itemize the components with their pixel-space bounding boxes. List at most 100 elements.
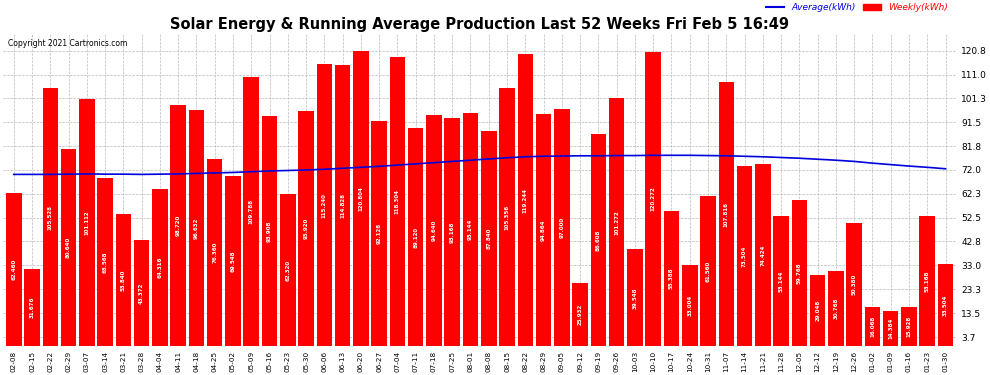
Title: Solar Energy & Running Average Production Last 52 Weeks Fri Feb 5 16:49: Solar Energy & Running Average Productio… bbox=[170, 17, 789, 32]
Text: 62.320: 62.320 bbox=[285, 260, 290, 280]
Text: 53.144: 53.144 bbox=[778, 270, 784, 292]
Text: 92.128: 92.128 bbox=[376, 223, 382, 244]
Text: 93.168: 93.168 bbox=[449, 222, 454, 243]
Text: 119.244: 119.244 bbox=[523, 188, 528, 213]
Text: 30.768: 30.768 bbox=[834, 298, 839, 319]
Text: 95.144: 95.144 bbox=[468, 219, 473, 240]
Bar bbox=[462, 113, 478, 346]
Text: 120.272: 120.272 bbox=[650, 187, 655, 211]
Text: 53.840: 53.840 bbox=[121, 270, 126, 291]
Text: 94.864: 94.864 bbox=[542, 219, 546, 241]
Bar bbox=[371, 121, 387, 346]
Bar bbox=[829, 271, 843, 346]
Text: Copyright 2021 Cartronics.com: Copyright 2021 Cartronics.com bbox=[8, 39, 128, 48]
Bar bbox=[846, 223, 862, 346]
Bar bbox=[116, 214, 131, 346]
Bar bbox=[79, 99, 95, 346]
Bar bbox=[225, 176, 241, 346]
Bar bbox=[335, 65, 350, 346]
Bar bbox=[298, 111, 314, 346]
Bar bbox=[755, 164, 770, 346]
Bar bbox=[700, 195, 716, 346]
Text: 109.788: 109.788 bbox=[248, 199, 253, 224]
Bar bbox=[244, 78, 259, 346]
Bar bbox=[901, 307, 917, 346]
Bar bbox=[189, 110, 204, 346]
Bar bbox=[152, 189, 167, 346]
Text: 43.372: 43.372 bbox=[140, 282, 145, 304]
Bar bbox=[920, 216, 935, 346]
Text: 33.004: 33.004 bbox=[687, 295, 692, 316]
Bar bbox=[609, 98, 625, 346]
Text: 115.240: 115.240 bbox=[322, 193, 327, 217]
Text: 62.460: 62.460 bbox=[11, 259, 16, 280]
Text: 16.068: 16.068 bbox=[870, 316, 875, 337]
Text: 25.932: 25.932 bbox=[577, 304, 583, 325]
Bar bbox=[280, 194, 296, 346]
Text: 96.632: 96.632 bbox=[194, 217, 199, 238]
Text: 98.720: 98.720 bbox=[175, 215, 180, 236]
Bar bbox=[554, 109, 569, 346]
Bar bbox=[864, 307, 880, 346]
Text: 69.548: 69.548 bbox=[231, 251, 236, 272]
Text: 29.048: 29.048 bbox=[815, 300, 820, 321]
Text: 64.316: 64.316 bbox=[157, 257, 162, 278]
Text: 107.816: 107.816 bbox=[724, 202, 729, 227]
Text: 39.548: 39.548 bbox=[633, 287, 638, 309]
Text: 33.504: 33.504 bbox=[943, 294, 948, 316]
Bar bbox=[572, 283, 588, 346]
Text: 87.840: 87.840 bbox=[486, 228, 491, 249]
Text: 14.384: 14.384 bbox=[888, 318, 893, 339]
Text: 74.424: 74.424 bbox=[760, 244, 765, 266]
Bar bbox=[97, 178, 113, 346]
Bar bbox=[645, 52, 661, 346]
Bar bbox=[810, 275, 826, 346]
Text: 61.560: 61.560 bbox=[706, 260, 711, 282]
Bar bbox=[134, 240, 149, 346]
Text: 55.388: 55.388 bbox=[669, 268, 674, 289]
Text: 59.768: 59.768 bbox=[797, 262, 802, 284]
Bar bbox=[536, 114, 551, 346]
Bar bbox=[408, 128, 424, 346]
Text: 94.640: 94.640 bbox=[432, 220, 437, 241]
Legend: Average(kWh), Weekly(kWh): Average(kWh), Weekly(kWh) bbox=[762, 0, 952, 16]
Bar bbox=[499, 88, 515, 346]
Text: 97.000: 97.000 bbox=[559, 217, 564, 238]
Bar bbox=[6, 194, 22, 346]
Bar bbox=[591, 134, 606, 346]
Bar bbox=[60, 149, 76, 346]
Bar bbox=[24, 269, 40, 346]
Bar bbox=[481, 131, 497, 346]
Text: 15.928: 15.928 bbox=[907, 316, 912, 338]
Text: 53.168: 53.168 bbox=[925, 270, 930, 292]
Bar bbox=[883, 311, 899, 346]
Text: 93.908: 93.908 bbox=[267, 220, 272, 242]
Text: 105.356: 105.356 bbox=[505, 205, 510, 230]
Text: 31.676: 31.676 bbox=[30, 297, 35, 318]
Bar bbox=[261, 116, 277, 346]
Bar bbox=[170, 105, 186, 346]
Bar bbox=[518, 54, 533, 346]
Text: 101.272: 101.272 bbox=[614, 210, 619, 235]
Text: 76.360: 76.360 bbox=[212, 242, 217, 264]
Bar bbox=[353, 51, 368, 346]
Bar bbox=[719, 82, 734, 346]
Text: 118.304: 118.304 bbox=[395, 189, 400, 214]
Text: 101.112: 101.112 bbox=[84, 210, 89, 235]
Bar bbox=[773, 216, 789, 346]
Bar bbox=[682, 266, 698, 346]
Text: 114.828: 114.828 bbox=[341, 193, 346, 218]
Bar bbox=[663, 211, 679, 346]
Text: 50.380: 50.380 bbox=[851, 274, 856, 295]
Text: 105.528: 105.528 bbox=[48, 205, 52, 230]
Bar bbox=[737, 166, 752, 346]
Bar bbox=[792, 200, 807, 346]
Text: 86.608: 86.608 bbox=[596, 230, 601, 251]
Bar bbox=[938, 264, 953, 346]
Bar bbox=[627, 249, 643, 346]
Bar bbox=[317, 64, 332, 346]
Bar bbox=[426, 115, 442, 346]
Bar bbox=[390, 57, 405, 346]
Text: 120.804: 120.804 bbox=[358, 186, 363, 211]
Text: 68.568: 68.568 bbox=[103, 252, 108, 273]
